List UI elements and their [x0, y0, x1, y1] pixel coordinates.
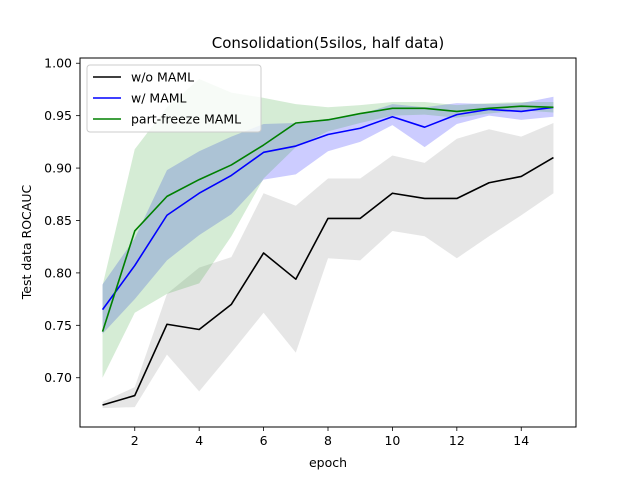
- x-axis-label: epoch: [309, 455, 347, 470]
- band-series-3: [102, 78, 554, 378]
- band-series-2: [102, 96, 554, 334]
- legend-box: [86, 64, 262, 133]
- x-tick-label: 2: [131, 433, 139, 448]
- y-tick-label: 0.90: [44, 161, 72, 176]
- x-axis-ticks: 2 4 6 8 10 12 14: [131, 427, 529, 448]
- line-series-3: [101, 105, 554, 332]
- x-tick-label: 10: [384, 433, 400, 448]
- y-tick-label: 0.75: [44, 318, 72, 333]
- y-axis-ticks: 0.70 0.75 0.80 0.85 0.90 0.95 1.00: [44, 56, 80, 385]
- line-series-1: [102, 156, 554, 406]
- y-tick-label: 1.00: [44, 56, 72, 71]
- legend-label-2: w/ MAML: [131, 91, 187, 106]
- x-tick-label: 6: [260, 433, 268, 448]
- chart-title: Consolidation(5silos, half data): [212, 34, 445, 52]
- y-axis-label: Test data ROCAUC: [19, 185, 34, 301]
- band-series-1: [102, 122, 554, 409]
- legend-label-3: part-freeze MAML: [131, 112, 241, 127]
- confidence-bands: [102, 78, 554, 409]
- series-lines: [101, 105, 554, 406]
- line-series-2: [101, 106, 554, 311]
- legend: w/o MAML w/ MAML part-freeze MAML: [86, 64, 262, 133]
- y-tick-label: 0.95: [44, 108, 72, 123]
- x-tick-label: 8: [324, 433, 332, 448]
- y-tick-label: 0.70: [44, 370, 72, 385]
- x-tick-label: 4: [195, 433, 203, 448]
- x-tick-label: 12: [449, 433, 465, 448]
- y-tick-label: 0.80: [44, 265, 72, 280]
- y-tick-label: 0.85: [44, 213, 72, 228]
- legend-label-1: w/o MAML: [131, 70, 194, 85]
- x-tick-label: 14: [513, 433, 529, 448]
